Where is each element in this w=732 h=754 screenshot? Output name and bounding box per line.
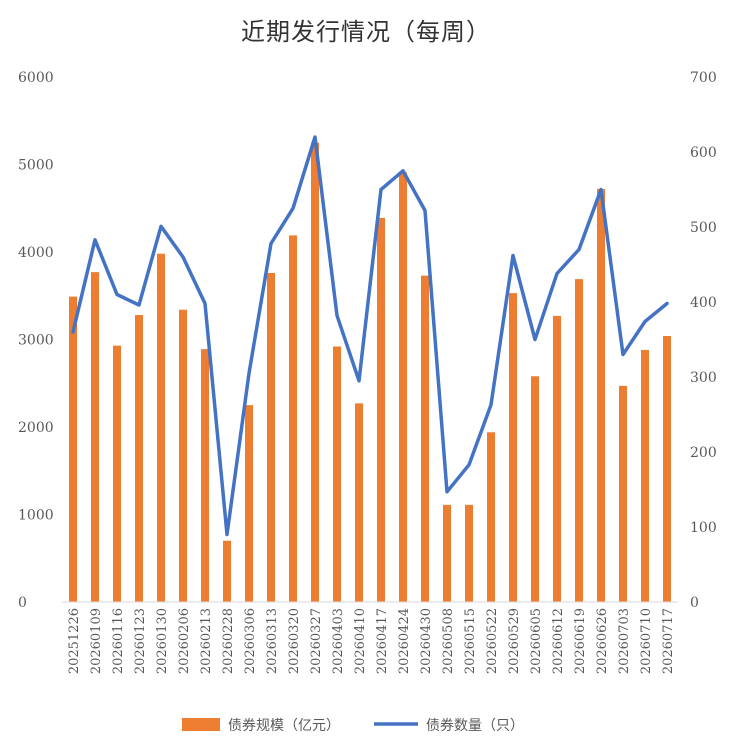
bar	[487, 432, 495, 602]
left-tick-label: 1000	[18, 508, 54, 524]
bar	[443, 504, 451, 602]
left-tick-label: 0	[18, 595, 27, 611]
x-tick-label: 20260619	[573, 608, 588, 674]
bar	[113, 345, 121, 602]
x-tick-label: 20260424	[397, 608, 412, 674]
x-tick-label: 20260213	[199, 608, 214, 674]
bar	[597, 189, 605, 602]
right-tick-label: 600	[690, 145, 717, 161]
bar	[333, 346, 341, 602]
x-tick-label: 20260717	[661, 608, 676, 674]
line-series	[71, 135, 669, 537]
bar	[465, 504, 473, 602]
bar	[267, 273, 275, 602]
right-tick-label: 100	[690, 520, 717, 536]
left-tick-label: 3000	[18, 333, 54, 349]
x-tick-label: 20260320	[287, 608, 302, 674]
left-y-axis: 0 1000 2000 3000 4000 5000 6000	[18, 70, 54, 611]
bar	[575, 279, 583, 602]
bar	[201, 349, 209, 602]
legend: 债券规模（亿元） 债券数量（只）	[182, 718, 524, 734]
x-tick-label: 20260403	[331, 608, 346, 674]
x-tick-label: 20260626	[595, 608, 610, 674]
right-tick-label: 0	[690, 595, 699, 611]
right-y-axis: 0 100 200 300 400 500 600 700	[690, 70, 717, 611]
bar	[245, 405, 253, 602]
x-tick-label: 20260123	[133, 608, 148, 674]
x-tick-label: 20251226	[67, 608, 82, 674]
left-tick-label: 6000	[18, 70, 54, 86]
bar	[91, 272, 99, 602]
left-tick-label: 4000	[18, 245, 54, 261]
x-axis: 20251226 20260109 20260116 20260123 20260130…	[67, 608, 676, 674]
bar	[289, 235, 297, 602]
x-tick-label: 20260327	[309, 608, 324, 674]
bar	[399, 172, 407, 602]
bar	[179, 309, 187, 602]
x-tick-label: 20260206	[177, 608, 192, 674]
bar	[157, 253, 165, 602]
x-tick-label: 20260710	[639, 608, 654, 674]
x-tick-label: 20260430	[419, 608, 434, 674]
x-tick-label: 20260605	[529, 608, 544, 674]
x-tick-label: 20260313	[265, 608, 280, 674]
bar	[223, 540, 231, 602]
bar	[135, 315, 143, 602]
x-tick-label: 20260116	[111, 608, 126, 674]
x-tick-label: 20260306	[243, 608, 258, 674]
legend-bar-swatch	[182, 718, 220, 731]
bar	[509, 293, 517, 602]
x-tick-label: 20260529	[507, 608, 522, 674]
x-tick-label: 20260228	[221, 608, 236, 674]
x-tick-label: 20260522	[485, 608, 500, 674]
bar	[531, 376, 539, 602]
left-tick-label: 2000	[18, 420, 54, 436]
x-tick-label: 20260417	[375, 608, 390, 674]
left-tick-label: 5000	[18, 158, 54, 174]
bar	[663, 336, 671, 602]
bar-series	[69, 142, 671, 602]
bar	[553, 315, 561, 602]
x-tick-label: 20260515	[463, 608, 478, 674]
x-tick-label: 20260703	[617, 608, 632, 674]
right-tick-label: 400	[690, 295, 717, 311]
legend-bar-label: 债券规模（亿元）	[228, 718, 340, 734]
legend-line-label: 债券数量（只）	[426, 718, 524, 734]
line-path	[71, 135, 669, 537]
right-tick-label: 700	[690, 70, 717, 86]
x-tick-label: 20260109	[89, 608, 104, 674]
right-tick-label: 200	[690, 445, 717, 461]
bar	[641, 350, 649, 602]
bar	[69, 296, 77, 602]
bar	[311, 142, 319, 602]
x-tick-label: 20260508	[441, 608, 456, 674]
right-tick-label: 300	[690, 370, 717, 386]
right-tick-label: 500	[690, 220, 717, 236]
bar	[619, 385, 627, 602]
bar	[421, 275, 429, 602]
bar	[355, 403, 363, 602]
x-tick-label: 20260612	[551, 608, 566, 674]
x-tick-label: 20260130	[155, 608, 170, 674]
chart-title: 近期发行情况（每周）	[241, 18, 491, 46]
bar	[377, 217, 385, 602]
x-tick-label: 20260410	[353, 608, 368, 674]
